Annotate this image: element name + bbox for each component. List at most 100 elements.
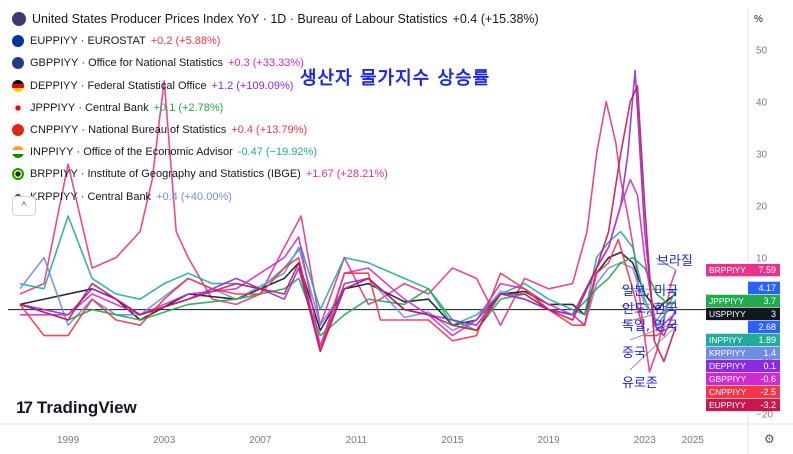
brazil-flag-icon	[12, 168, 24, 181]
x-tick-label: 1999	[57, 435, 80, 446]
price-tag-name: DEPPIYY	[709, 361, 746, 371]
price-tag-name: CNPPIYY	[709, 387, 747, 397]
price-tag-value: 4.17	[758, 283, 776, 293]
legend-row-euppiyy[interactable]: EUPPIYY · EUROSTAT +0.2 (+5.88%)	[12, 30, 539, 52]
annotation-japan-us: 일본, 미국	[622, 284, 679, 299]
x-tick-label: 2003	[153, 435, 176, 446]
price-tag-name: USPPIYY	[709, 309, 746, 319]
legend-meta: · Office of the Economic Advisor	[76, 146, 233, 159]
price-tag-value: 1.89	[758, 335, 776, 345]
legend-meta: · Federal Statistical Office	[80, 79, 207, 92]
annotation-germany-uk: 독일, 영국	[622, 319, 679, 334]
legend-meta: · Central Bank	[78, 101, 149, 114]
legend-row-krppiyy[interactable]: KRPPIYY · Central Bank +0.4 (+40.00%)	[12, 186, 539, 208]
legend-symbol: EUPPIYY	[30, 35, 78, 48]
series-line-krppiyy	[19, 246, 677, 332]
legend-change: (+28.21%)	[336, 168, 388, 181]
legend-row-jpppiyy[interactable]: JPPPIYY · Central Bank +0.1 (+2.78%)	[12, 97, 539, 119]
legend-symbol: BRPPIYY	[30, 168, 78, 181]
price-tag-name: BRPPIYY	[709, 265, 746, 275]
price-tag-value-bg	[748, 263, 780, 277]
price-tag-name-bg	[706, 294, 748, 308]
us-flag-icon	[12, 12, 26, 27]
legend-meta: · 1D · Bureau of Labour Statistics	[262, 12, 448, 27]
legend-meta: · EUROSTAT	[80, 35, 146, 48]
legend-row-brppiyy[interactable]: BRPPIYY · Institute of Geography and Sta…	[12, 163, 539, 185]
annotation-eurozone: 유로존	[622, 376, 658, 391]
price-tag-name: INPPIYY	[709, 335, 743, 345]
price-tag-name-bg	[706, 307, 748, 321]
legend-meta: · Central Bank	[80, 190, 152, 203]
legend-value: +1.2	[211, 79, 234, 92]
price-tag-value-bg	[748, 385, 780, 399]
y-tick-label: 20	[756, 202, 768, 213]
legend-row-usppiyy[interactable]: United States Producer Prices Index YoY …	[12, 8, 539, 30]
germany-flag-icon	[12, 79, 24, 92]
eu-flag-icon	[12, 35, 24, 48]
legend-meta: · National Bureau of Statistics	[81, 124, 227, 137]
japan-flag-icon	[12, 101, 24, 114]
legend-change: (+33.33%)	[252, 57, 304, 70]
china-flag-icon	[12, 124, 24, 137]
series-line-cnppiyy	[19, 238, 677, 353]
legend-change: (+13.79%)	[256, 124, 308, 137]
legend-value: +0.4	[156, 190, 178, 203]
collapse-legend-button[interactable]: ^	[12, 196, 36, 216]
annotation-brazil: 브라질	[657, 254, 693, 269]
y-tick-label: 50	[756, 46, 768, 57]
tradingview-logo-icon: 17	[16, 398, 33, 417]
legend-value: +0.4	[452, 12, 478, 27]
uk-flag-icon	[12, 57, 24, 70]
annotation-pointer-line	[620, 301, 676, 307]
legend-symbol: United States Producer Prices Index YoY	[32, 12, 260, 27]
legend-value: +0.3	[227, 57, 250, 70]
percent-scale-button[interactable]: %	[754, 14, 763, 25]
legend-symbol: INPPIYY	[30, 146, 74, 159]
price-tag-name-bg	[706, 346, 748, 360]
legend-value: -0.47	[237, 146, 263, 159]
price-tag-value: 3.7	[763, 296, 776, 306]
legend-meta: · Institute of Geography and Statistics …	[80, 168, 301, 181]
legend-symbol: KRPPIYY	[30, 190, 78, 203]
legend-value: +0.2	[150, 35, 173, 48]
legend-change: (+2.78%)	[178, 101, 224, 114]
price-tag-name-bg	[706, 333, 748, 347]
price-tag-value: 2.68	[758, 322, 776, 332]
series-line-gbppiyy	[20, 178, 677, 347]
price-tag-value-bg	[748, 372, 780, 386]
chart-annotation-title: 생산자 물가지수 상승률	[300, 68, 491, 89]
x-tick-label: 2007	[249, 435, 272, 446]
x-tick-label: 2011	[346, 435, 368, 446]
legend-symbol: CNPPIYY	[30, 124, 79, 137]
legend-row-deppiyy[interactable]: DEPPIYY · Federal Statistical Office +1.…	[12, 75, 539, 97]
y-tick-label: 10	[756, 254, 768, 265]
y-tick-label: −20	[756, 410, 773, 421]
annotation-pointer-line	[629, 325, 677, 371]
annotation-pointer-line	[620, 287, 676, 291]
price-tag-value-bg	[748, 281, 780, 295]
tradingview-logo[interactable]: 17 TradingView	[16, 398, 137, 418]
chevron-up-icon: ^	[21, 200, 27, 212]
legend-meta: · Office for National Statistics	[81, 57, 223, 70]
price-tag-name-bg	[706, 398, 748, 412]
legend-value: +0.1	[153, 101, 176, 114]
legend-row-cnppiyy[interactable]: CNPPIYY · National Bureau of Statistics …	[12, 119, 539, 141]
plot-area	[8, 8, 748, 424]
series-line-brppiyy	[19, 80, 677, 373]
settings-gear-icon[interactable]: ⚙	[764, 432, 775, 446]
y-tick-label: 30	[756, 150, 768, 161]
legend-row-gbppiyy[interactable]: GBPPIYY · Office for National Statistics…	[12, 52, 539, 74]
price-tag-name-bg	[706, 372, 748, 386]
legend-change: (+15.38%)	[480, 12, 539, 27]
price-tag-name: JPPPIYY	[709, 296, 744, 306]
price-tag-value: 3	[771, 309, 776, 319]
legend-symbol: DEPPIYY	[30, 79, 78, 92]
x-tick-label: 2023	[634, 435, 657, 446]
annotation-pointer-line	[620, 308, 677, 324]
x-tick-label: 2025	[682, 435, 705, 446]
annotation-pointer-line	[655, 257, 677, 271]
price-tag-value: 0.1	[763, 361, 776, 371]
legend-row-inppiyy[interactable]: INPPIYY · Office of the Economic Advisor…	[12, 141, 539, 163]
